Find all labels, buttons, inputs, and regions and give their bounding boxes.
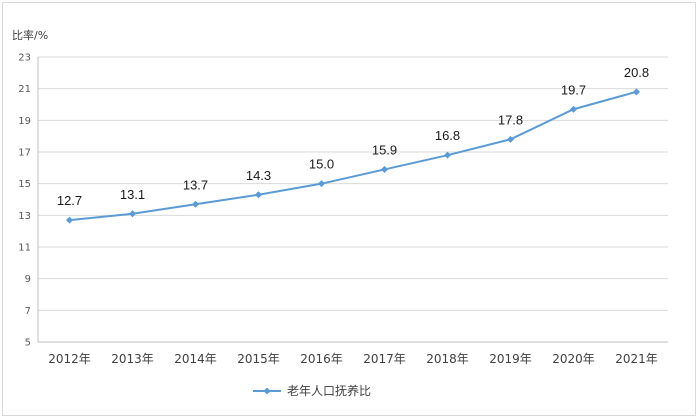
x-tick-label: 2012年 [48, 352, 91, 366]
x-tick-label: 2015年 [237, 352, 280, 366]
data-point [381, 165, 388, 173]
data-label: 13.1 [120, 187, 145, 202]
data-point [192, 200, 199, 208]
x-tick-label: 2013年 [111, 352, 154, 366]
y-tick-label: 21 [18, 84, 31, 95]
y-tick-label: 15 [18, 179, 31, 190]
y-tick-label: 19 [18, 116, 31, 127]
x-tick-label: 2021年 [615, 352, 658, 366]
data-label: 12.7 [57, 193, 82, 208]
y-tick-label: 23 [18, 53, 31, 64]
data-label: 14.3 [246, 168, 271, 183]
data-point [129, 210, 136, 218]
data-point [255, 191, 262, 199]
y-tick-label: 9 [25, 274, 31, 285]
x-tick-label: 2016年 [300, 352, 343, 366]
data-point [444, 151, 451, 159]
legend-marker [263, 387, 271, 395]
x-tick-label: 2017年 [363, 352, 406, 366]
data-point [66, 216, 73, 224]
x-tick-label: 2020年 [552, 352, 595, 366]
data-point [507, 135, 514, 143]
chart-frame [2, 2, 696, 416]
data-label: 15.9 [372, 142, 397, 157]
y-tick-label: 11 [18, 243, 31, 254]
y-tick-label: 5 [25, 338, 31, 349]
data-point [633, 88, 640, 96]
x-tick-label: 2018年 [426, 352, 469, 366]
x-axis-ticks: 2012年 2013年 2014年 2015年 2016年 2017年 2018年 2019年… [48, 352, 658, 366]
data-label: 20.8 [624, 65, 649, 80]
x-tick-label: 2019年 [489, 352, 532, 366]
series-group: 12.7 13.1 13.7 14.3 15.0 15.9 16.8 17.8 19.7 20.8 [57, 65, 649, 224]
data-label: 13.7 [183, 177, 208, 192]
y-axis-label: 比率/% [12, 28, 48, 42]
y-axis-ticks: 5 7 9 11 13 15 17 19 21 23 [18, 53, 31, 349]
y-tick-label: 13 [18, 211, 31, 222]
legend-label: 老年人口抚养比 [287, 383, 371, 398]
gridlines [37, 56, 668, 343]
y-tick-label: 7 [25, 306, 31, 317]
data-label: 17.8 [498, 112, 523, 127]
series-line [69, 90, 637, 222]
data-point [318, 180, 325, 188]
data-label: 16.8 [435, 128, 460, 143]
data-label: 15.0 [309, 157, 334, 172]
y-tick-label: 17 [18, 148, 31, 159]
data-point [570, 105, 577, 113]
x-tick-label: 2014年 [174, 352, 217, 366]
legend: 老年人口抚养比 [253, 383, 371, 398]
data-label: 19.7 [561, 82, 586, 97]
